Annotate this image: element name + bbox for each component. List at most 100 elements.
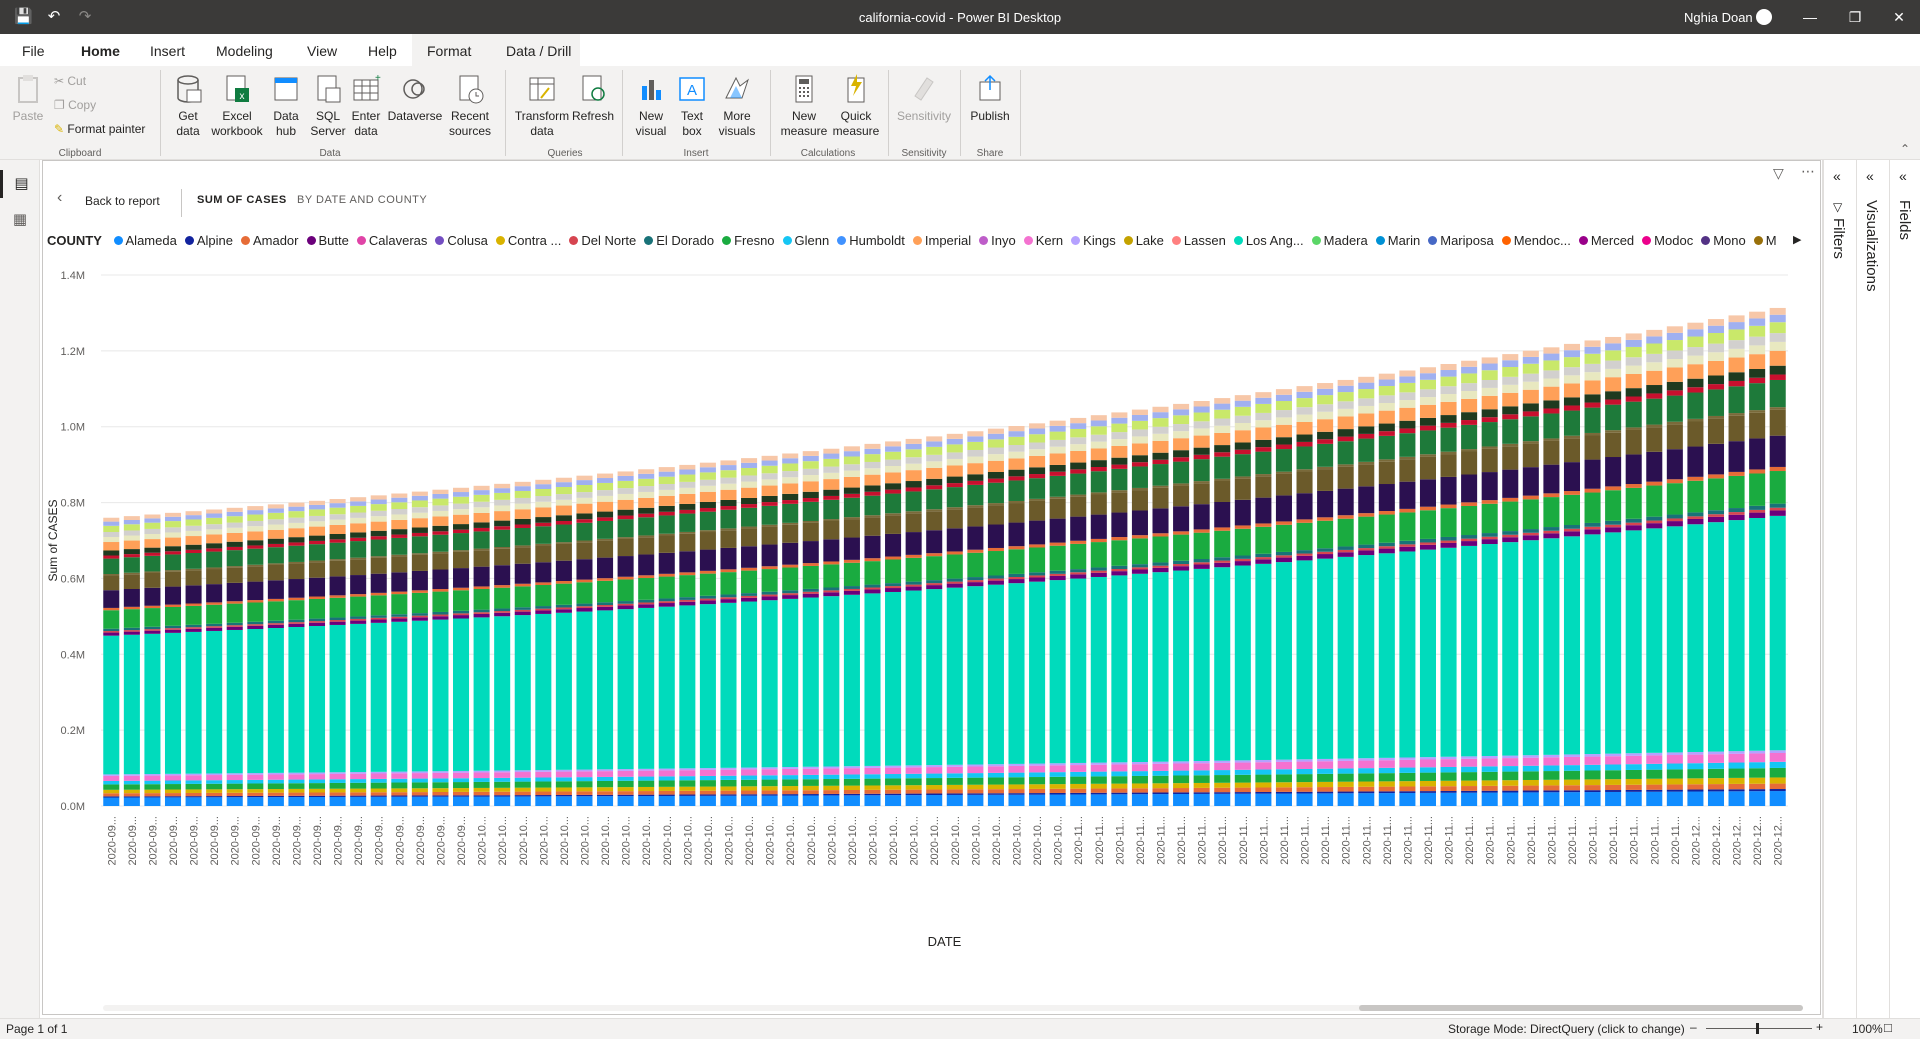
cut-button[interactable]: ✂ Cut [54, 74, 86, 88]
zoom-out-button[interactable]: – [1690, 1020, 1697, 1034]
scrollbar-thumb[interactable] [1359, 1005, 1803, 1011]
legend-item[interactable]: Contra ... [495, 233, 561, 248]
more-options-icon[interactable]: ⋯ [1801, 163, 1815, 179]
tab-view[interactable]: View [307, 43, 338, 59]
quick-measure-button[interactable]: Quick measure [830, 72, 882, 139]
bar-segment [288, 619, 305, 623]
new-visual-button[interactable]: New visual [630, 72, 672, 139]
legend-item[interactable]: Madera [1311, 233, 1368, 248]
zoom-in-button[interactable]: + [1816, 1020, 1824, 1034]
excel-workbook-button[interactable]: x Excel workbook [208, 72, 266, 139]
sensitivity-button[interactable]: Sensitivity [892, 72, 956, 124]
legend-item[interactable]: Lassen [1171, 233, 1226, 248]
legend-item[interactable]: Mono [1701, 233, 1746, 248]
bar-segment [1646, 789, 1663, 792]
bar-segment [843, 493, 860, 498]
tab-insert[interactable]: Insert [150, 43, 186, 59]
legend-item[interactable]: Kern [1023, 233, 1063, 248]
tab-data-drill[interactable]: Data / Drill [506, 43, 572, 59]
legend-item[interactable]: Glenn [782, 233, 829, 248]
legend-item[interactable]: Alameda [113, 233, 177, 248]
bar-segment [1481, 409, 1498, 418]
legend-item[interactable]: Fresno [722, 233, 775, 248]
tab-home[interactable]: Home [81, 43, 120, 69]
legend-item[interactable]: Lake [1123, 233, 1164, 248]
refresh-button[interactable]: Refresh [572, 72, 614, 124]
legend-item[interactable]: Monterey [1753, 233, 1777, 248]
fit-to-page-icon[interactable]: □ [1884, 1020, 1892, 1035]
bar-segment [1152, 464, 1169, 486]
format-painter-button[interactable]: ✎ Format painter [54, 122, 145, 136]
close-button[interactable]: ✕ [1893, 9, 1905, 25]
fields-pane[interactable]: « Fields [1889, 160, 1920, 1018]
expand-filters-icon[interactable]: « [1833, 168, 1841, 184]
bar-segment [494, 511, 511, 521]
legend-item[interactable]: Amador [240, 233, 299, 248]
recent-sources-button[interactable]: Recent sources [444, 72, 496, 139]
legend-item[interactable]: El Dorado [644, 233, 714, 248]
legend-item[interactable]: Del Norte [569, 233, 636, 248]
tab-help[interactable]: Help [368, 43, 397, 59]
restore-button[interactable]: ❐ [1848, 9, 1862, 25]
report-view-icon[interactable]: ▤ [0, 170, 40, 198]
more-visuals-button[interactable]: More visuals [712, 72, 762, 139]
legend-item[interactable]: Colusa [435, 233, 488, 248]
legend-item[interactable]: Butte [306, 233, 349, 248]
collapse-ribbon-icon[interactable]: ⌃ [1900, 142, 1911, 156]
bar-segment [555, 477, 572, 483]
zoom-slider[interactable] [1706, 1023, 1812, 1034]
legend-item[interactable]: Humboldt [837, 233, 905, 248]
legend-item[interactable]: Mendoc... [1501, 233, 1571, 248]
back-arrow-icon[interactable]: ‹ [57, 189, 63, 206]
bar-segment [885, 789, 902, 794]
expand-fields-icon[interactable]: « [1899, 168, 1907, 184]
horizontal-scrollbar[interactable] [103, 1005, 1803, 1011]
legend-item[interactable]: Los Ang... [1233, 233, 1304, 248]
legend-item[interactable]: Alpine [184, 233, 233, 248]
storage-mode[interactable]: Storage Mode: DirectQuery (click to chan… [1448, 1022, 1685, 1036]
bar-segment [288, 545, 305, 562]
text-box-button[interactable]: A Text box [674, 72, 710, 139]
tab-format[interactable]: Format [427, 43, 472, 59]
tab-file[interactable]: File [22, 43, 45, 59]
bar-segment [576, 522, 593, 541]
legend-item[interactable]: Kings [1071, 233, 1116, 248]
data-view-icon[interactable]: ▦ [12, 211, 28, 228]
legend-item[interactable]: Inyo [979, 233, 1016, 248]
minimize-button[interactable]: — [1803, 9, 1817, 25]
legend-item[interactable]: Imperial [912, 233, 971, 248]
new-measure-button[interactable]: New measure [778, 72, 830, 139]
get-data-button[interactable]: Get data [168, 72, 208, 139]
filters-pane[interactable]: « ▽ Filters [1823, 160, 1855, 1018]
paste-button[interactable]: Paste [10, 72, 46, 124]
zoom-slider-thumb[interactable] [1756, 1023, 1759, 1034]
bar-segment [1522, 765, 1539, 772]
filter-icon[interactable]: ▽ [1773, 165, 1784, 181]
undo-icon[interactable]: ↶ [47, 8, 61, 25]
visualizations-pane[interactable]: « Visualizations [1856, 160, 1888, 1018]
data-hub-button[interactable]: Data hub [266, 72, 306, 139]
save-icon[interactable]: 💾 [14, 8, 33, 25]
legend-item[interactable]: Marin [1375, 233, 1420, 248]
avatar[interactable] [1756, 9, 1772, 25]
bar-segment [123, 609, 140, 628]
user-name[interactable]: Nghia Doan [1684, 10, 1753, 25]
stacked-column-chart-visual[interactable]: ‹ Back to report SUM OF CASES BY DATE AN… [42, 160, 1821, 1015]
legend-item[interactable]: Merced [1578, 233, 1634, 248]
sql-server-button[interactable]: SQL Server [308, 72, 348, 139]
copy-button[interactable]: ❐ Copy [54, 98, 96, 112]
tab-modeling[interactable]: Modeling [216, 43, 273, 59]
dataverse-button[interactable]: Dataverse [386, 72, 444, 124]
legend-item[interactable]: Modoc [1642, 233, 1693, 248]
back-to-report-link[interactable]: Back to report [85, 194, 160, 208]
legend-next-arrow-icon[interactable]: ▶ [1793, 234, 1802, 246]
redo-icon[interactable]: ↷ [78, 8, 92, 25]
expand-visualizations-icon[interactable]: « [1866, 168, 1874, 184]
legend-item[interactable]: Mariposa [1428, 233, 1494, 248]
enter-data-button[interactable]: + Enter data [348, 72, 384, 139]
bar-segment [1131, 538, 1148, 565]
publish-button[interactable]: Publish [966, 72, 1014, 124]
transform-data-button[interactable]: Transform data [512, 72, 572, 139]
bar-segment [350, 618, 367, 621]
legend-item[interactable]: Calaveras [356, 233, 427, 248]
